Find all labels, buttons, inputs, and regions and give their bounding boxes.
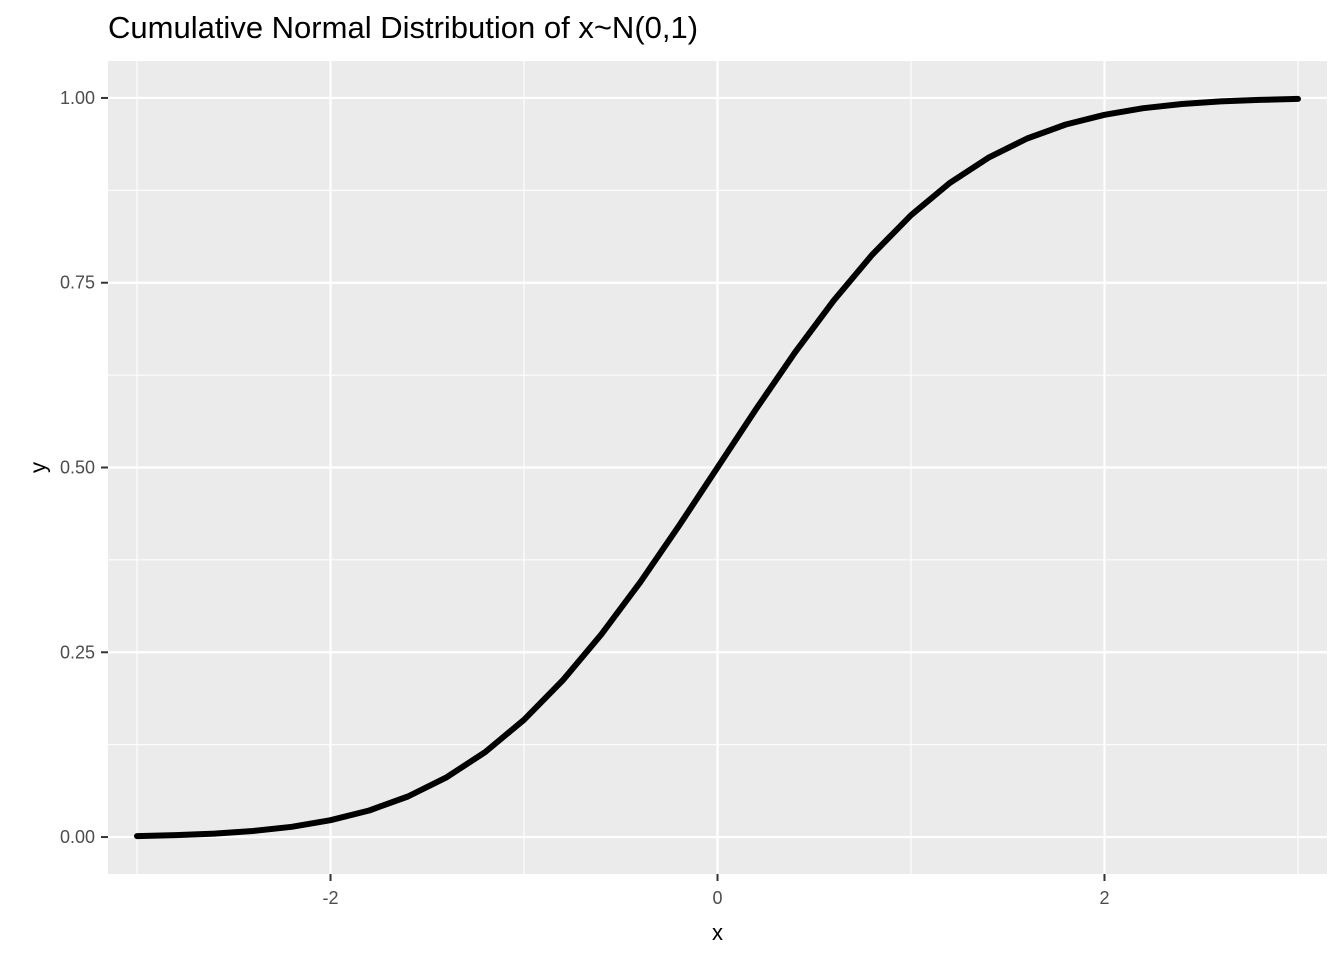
major-gridlines [108, 61, 1327, 874]
y-axis-title: y [26, 462, 51, 473]
x-axis-ticks: -2 0 2 [323, 874, 1109, 908]
x-tick-label: 2 [1099, 888, 1109, 908]
y-tick-label: 0.00 [60, 827, 95, 847]
x-tick-label: 0 [712, 888, 722, 908]
y-tick-label: 0.25 [60, 642, 95, 662]
x-axis-title: x [712, 920, 723, 945]
y-tick-label: 0.75 [60, 273, 95, 293]
y-tick-label: 0.50 [60, 458, 95, 478]
y-axis-ticks: 0.00 0.25 0.50 0.75 1.00 [60, 88, 108, 847]
y-tick-label: 1.00 [60, 88, 95, 108]
x-tick-label: -2 [323, 888, 339, 908]
chart-title: Cumulative Normal Distribution of x~N(0,… [108, 10, 699, 45]
cdf-curve-line [134, 95, 1301, 840]
